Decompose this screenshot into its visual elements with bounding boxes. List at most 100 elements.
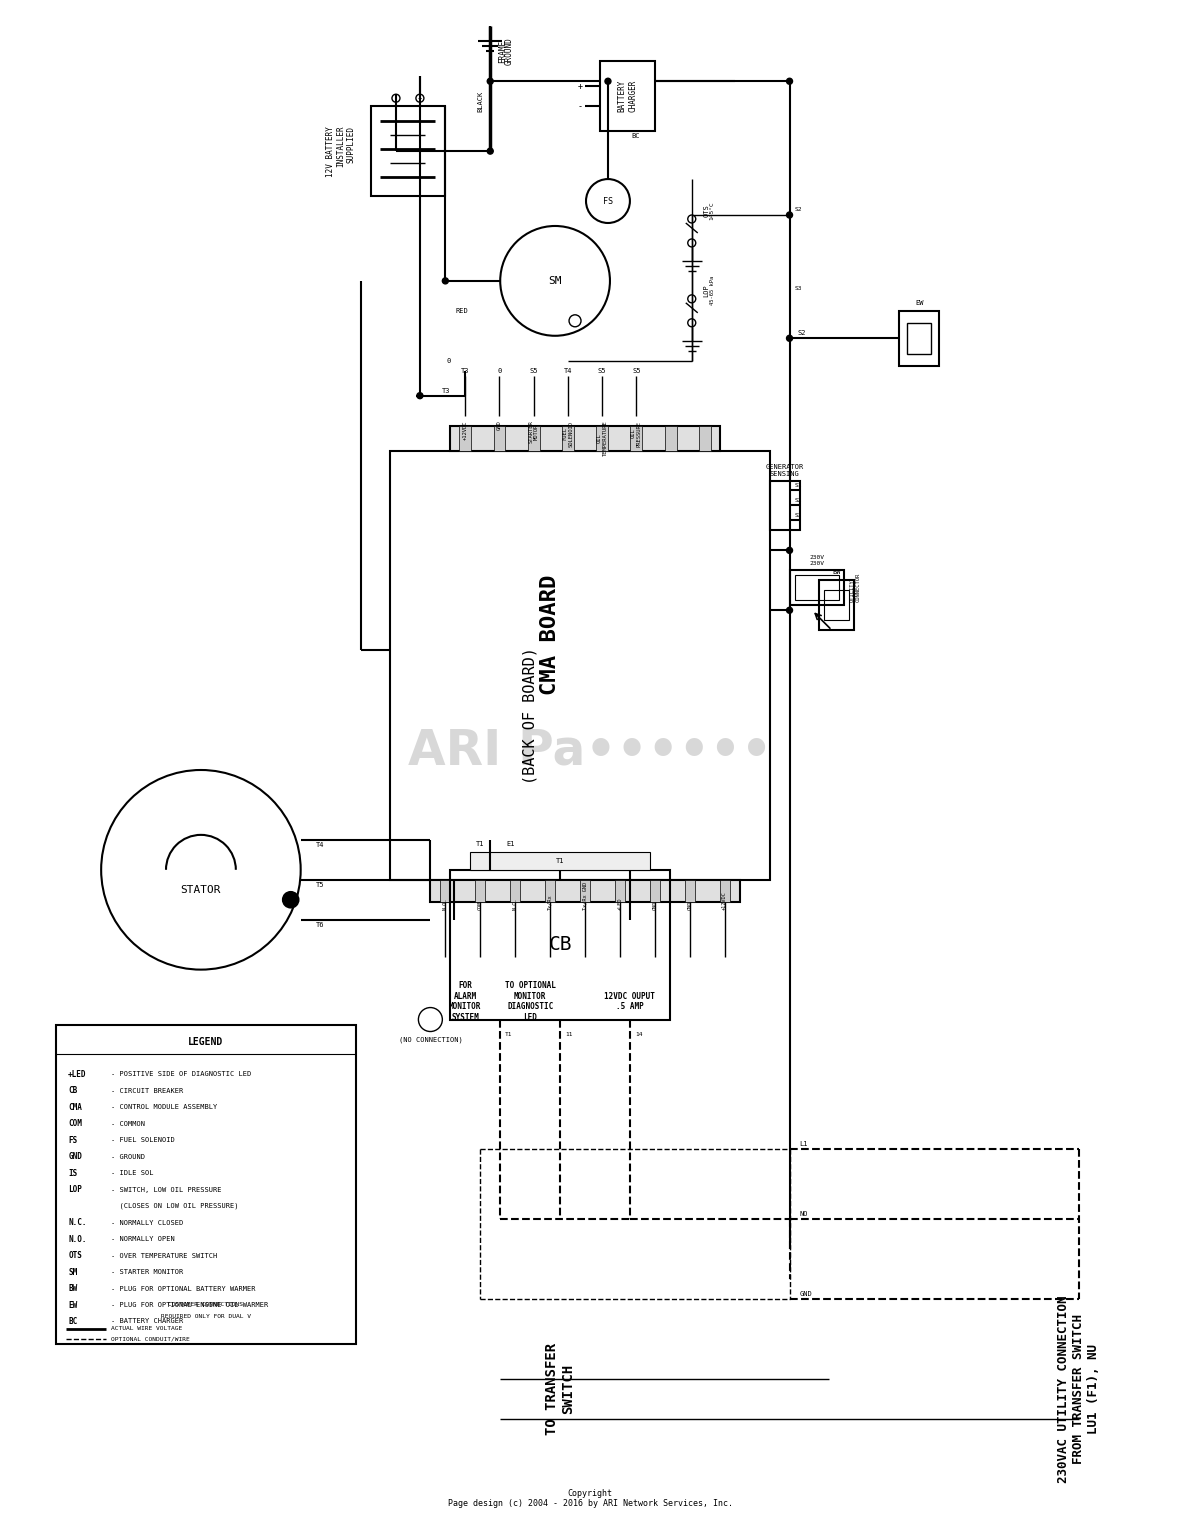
Bar xyxy=(630,426,642,450)
Text: GND: GND xyxy=(800,1290,812,1296)
Text: 14: 14 xyxy=(635,1032,642,1037)
Bar xyxy=(825,591,850,620)
Bar xyxy=(664,426,676,450)
Text: NO: NO xyxy=(800,1211,808,1217)
Bar xyxy=(440,880,451,902)
Text: BW: BW xyxy=(68,1284,78,1293)
Text: IS: IS xyxy=(68,1168,78,1177)
Text: - GROUND: - GROUND xyxy=(111,1154,145,1161)
Text: +LED: +LED xyxy=(68,1070,87,1080)
Text: 230V
230V: 230V 230V xyxy=(809,554,825,567)
Text: S5: S5 xyxy=(530,368,538,374)
Text: 145°C: 145°C xyxy=(709,202,715,220)
Text: E1: E1 xyxy=(506,841,514,847)
Text: S5: S5 xyxy=(598,368,607,374)
Text: - POSITIVE SIDE OF DIAGNOSTIC LED: - POSITIVE SIDE OF DIAGNOSTIC LED xyxy=(111,1072,251,1078)
Text: T1: T1 xyxy=(505,1032,512,1037)
Circle shape xyxy=(417,392,422,399)
Bar xyxy=(596,426,608,450)
Text: LEGEND: LEGEND xyxy=(189,1037,223,1048)
Text: L1: L1 xyxy=(800,1141,808,1147)
Text: BC: BC xyxy=(631,133,640,139)
Text: - NORMALLY OPEN: - NORMALLY OPEN xyxy=(111,1237,175,1241)
Text: BC: BC xyxy=(68,1316,78,1325)
Text: T4: T4 xyxy=(315,841,324,847)
Bar xyxy=(451,870,670,1020)
Text: OIL
TEMPERATURE: OIL TEMPERATURE xyxy=(597,420,608,457)
Bar xyxy=(615,880,625,902)
Text: S2: S2 xyxy=(798,330,806,336)
Text: Tx/Rx: Tx/Rx xyxy=(548,895,552,910)
Text: Copyright
Page design (c) 2004 - 2016 by ARI Network Services, Inc.: Copyright Page design (c) 2004 - 2016 by… xyxy=(447,1489,733,1509)
Text: CB: CB xyxy=(68,1086,78,1095)
Bar xyxy=(510,880,520,902)
Text: - CONTROL MODULE ASSEMBLY: - CONTROL MODULE ASSEMBLY xyxy=(111,1104,217,1110)
Bar xyxy=(562,426,573,450)
Text: BLACK: BLACK xyxy=(477,90,484,111)
Text: OIL
PRESSURE: OIL PRESSURE xyxy=(631,420,642,446)
Bar xyxy=(476,880,485,902)
Circle shape xyxy=(787,336,793,341)
Text: TO OPTIONAL
MONITOR
DIAGNOSTIC
LED: TO OPTIONAL MONITOR DIAGNOSTIC LED xyxy=(505,982,556,1022)
Bar xyxy=(819,580,854,631)
Text: GND: GND xyxy=(68,1153,83,1161)
Text: - COMMON: - COMMON xyxy=(111,1121,145,1127)
Text: EW: EW xyxy=(914,299,924,305)
Text: +LED: +LED xyxy=(617,898,622,910)
Text: SM: SM xyxy=(549,276,562,286)
Circle shape xyxy=(487,148,493,154)
Text: LOP: LOP xyxy=(703,284,709,298)
Text: T3: T3 xyxy=(461,368,470,374)
Circle shape xyxy=(283,892,299,907)
Bar xyxy=(493,426,505,450)
Bar xyxy=(459,426,471,450)
Bar xyxy=(650,880,660,902)
Text: - NORMALLY CLOSED: - NORMALLY CLOSED xyxy=(111,1220,183,1226)
Text: N.C.: N.C. xyxy=(512,898,518,910)
Text: N.C.: N.C. xyxy=(68,1219,87,1228)
Text: N.O.: N.O. xyxy=(68,1235,87,1243)
Text: GENERATOR
SENSING: GENERATOR SENSING xyxy=(766,464,804,476)
Text: OTS: OTS xyxy=(703,205,709,217)
Text: S5: S5 xyxy=(632,368,641,374)
Text: 45-65 kPa: 45-65 kPa xyxy=(709,276,715,305)
Text: RED: RED xyxy=(455,308,468,315)
Text: GND: GND xyxy=(653,901,657,910)
Bar xyxy=(391,450,769,880)
Text: BW: BW xyxy=(833,570,841,576)
Text: CUSTOMER CONNECTIONS: CUSTOMER CONNECTIONS xyxy=(169,1301,243,1307)
Text: 0: 0 xyxy=(498,368,502,374)
Text: T1: T1 xyxy=(476,841,485,847)
Text: FRAME: FRAME xyxy=(498,40,507,63)
Bar xyxy=(684,880,695,902)
Text: FUEL
SOLENOID: FUEL SOLENOID xyxy=(563,420,573,446)
Text: - PLUG FOR OPTIONAL ENGINE OIL WARMER: - PLUG FOR OPTIONAL ENGINE OIL WARMER xyxy=(111,1303,268,1309)
Text: COM: COM xyxy=(68,1119,83,1128)
Bar xyxy=(371,107,445,195)
Text: +12VDC: +12VDC xyxy=(463,420,467,440)
Text: - CIRCUIT BREAKER: - CIRCUIT BREAKER xyxy=(111,1087,183,1093)
Text: CMA BOARD: CMA BOARD xyxy=(540,576,560,695)
Text: S3: S3 xyxy=(794,287,802,292)
Text: FS: FS xyxy=(68,1136,78,1145)
Text: - STARTER MONITOR: - STARTER MONITOR xyxy=(111,1269,183,1275)
Text: (CLOSES ON LOW OIL PRESSURE): (CLOSES ON LOW OIL PRESSURE) xyxy=(111,1203,238,1209)
Circle shape xyxy=(787,608,793,614)
Text: S3: S3 xyxy=(794,513,802,518)
Bar xyxy=(720,880,729,902)
Circle shape xyxy=(787,547,793,553)
Text: FOR
ALARM
MONITOR
SYSTEM: FOR ALARM MONITOR SYSTEM xyxy=(450,982,481,1022)
Text: T3: T3 xyxy=(441,388,451,394)
Text: Tx/Rx GND: Tx/Rx GND xyxy=(583,881,588,910)
Circle shape xyxy=(787,212,793,218)
Text: BATTERY
CHARGER: BATTERY CHARGER xyxy=(617,79,637,113)
Text: -: - xyxy=(394,95,398,101)
Bar xyxy=(451,426,720,450)
Text: S1: S1 xyxy=(794,483,802,489)
Bar xyxy=(794,576,839,600)
Circle shape xyxy=(605,78,611,84)
Bar xyxy=(581,880,590,902)
Text: FS: FS xyxy=(603,197,612,206)
Text: LOP: LOP xyxy=(68,1185,83,1194)
Circle shape xyxy=(787,78,793,84)
